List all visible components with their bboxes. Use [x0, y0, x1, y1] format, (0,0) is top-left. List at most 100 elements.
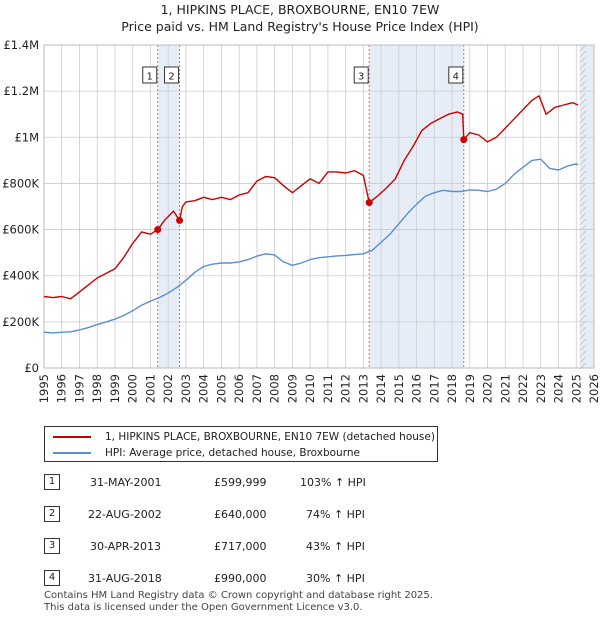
y-tick-label: £200K [2, 315, 39, 329]
legend-swatch-hpi [53, 452, 91, 454]
hatch-line [579, 242, 587, 250]
y-tick-label: £1.2M [3, 84, 39, 98]
hatch-line [579, 176, 587, 184]
x-tick-label: 2018 [445, 374, 459, 403]
event-number: 4 [44, 570, 60, 586]
hatch-line [579, 266, 587, 274]
event-row-3: 3 30-APR-2013 £717,000 43% ↑ HPI [44, 538, 404, 556]
hatch-line [579, 98, 587, 106]
hatch-line [579, 62, 587, 70]
x-tick-label: 2000 [126, 374, 140, 403]
y-tick-label: £1M [14, 130, 39, 144]
x-tick-label: 2011 [321, 374, 335, 403]
hatch-line [579, 230, 587, 238]
x-tick-label: 2002 [161, 374, 175, 403]
legend-swatch-property [53, 436, 91, 438]
event-row-2: 2 22-AUG-2002 £640,000 74% ↑ HPI [44, 506, 404, 524]
event-price: £640,000 [214, 508, 267, 521]
legend-item-hpi: HPI: Average price, detached house, Brox… [53, 445, 360, 461]
event-label-2: 2 [168, 72, 174, 83]
legend: 1, HIPKINS PLACE, BROXBOURNE, EN10 7EW (… [44, 426, 438, 462]
hatch-line [579, 314, 587, 322]
shaded-range-1 [157, 45, 180, 368]
legend-label-property: 1, HIPKINS PLACE, BROXBOURNE, EN10 7EW (… [105, 431, 435, 443]
event-hpi: 74% ↑ HPI [306, 508, 365, 521]
grid-lines [43, 44, 595, 369]
hatch-line [579, 152, 587, 160]
hatch-line [579, 56, 587, 64]
hatch-line [579, 110, 587, 118]
event-lines [157, 45, 465, 368]
event-label-3: 3 [358, 72, 364, 83]
y-tick-label: £600K [2, 223, 39, 237]
footer: Contains HM Land Registry data © Crown c… [44, 590, 433, 614]
event-label-4: 4 [453, 72, 459, 83]
hatch-line [579, 218, 587, 226]
y-tick-label: £400K [2, 269, 39, 283]
x-tick-label: 2005 [214, 374, 228, 403]
hatch-line [579, 356, 587, 364]
shaded-ranges [157, 44, 594, 370]
event-date: 22-AUG-2002 [88, 508, 162, 521]
hatch-line [579, 350, 587, 358]
x-tick-label: 2007 [250, 374, 264, 403]
x-tick-label: 2019 [463, 374, 477, 403]
event-number: 3 [44, 538, 60, 554]
event-price: £717,000 [214, 540, 267, 553]
event-date: 30-APR-2013 [90, 540, 162, 553]
event-date: 31-MAY-2001 [90, 476, 162, 489]
hatch-line [579, 290, 587, 298]
property-price-line [43, 95, 579, 300]
plot-frame [43, 44, 595, 369]
hatch-line [579, 104, 587, 112]
x-tick-label: 2023 [534, 374, 548, 403]
x-tick-label: 2017 [427, 374, 441, 403]
hatch-line [579, 308, 587, 316]
event-price: £599,999 [214, 476, 267, 489]
x-tick-label: 2010 [303, 374, 317, 403]
hatch-line [579, 146, 587, 154]
hatch-line [579, 338, 587, 346]
hatch-line [579, 182, 587, 190]
x-axis-ticks: 1995 1996 1997 1998 1999 2000 2001 2002 2003 2004… [37, 374, 600, 403]
chart-title: 1, HIPKINS PLACE, BROXBOURNE, EN10 7EW [161, 2, 440, 17]
event-markers [154, 136, 468, 234]
hatch-line [579, 158, 587, 166]
event-hpi: 30% ↑ HPI [306, 572, 365, 585]
x-tick-label: 2022 [516, 374, 530, 403]
hatch-line [579, 140, 587, 148]
x-tick-label: 1998 [90, 374, 104, 403]
hatch-line [579, 344, 587, 352]
x-tick-label: 2012 [339, 374, 353, 403]
hatch-line [579, 200, 587, 208]
hatch-line [579, 128, 587, 136]
hatch-line [579, 254, 587, 262]
event-marker-1 [154, 226, 162, 234]
x-tick-label: 2006 [232, 374, 246, 403]
price-chart: 1, HIPKINS PLACE, BROXBOURNE, EN10 7EW P… [2, 2, 600, 403]
event-label-box-4 [448, 66, 464, 84]
hatch-line [579, 92, 587, 100]
hatch-line [579, 194, 587, 202]
series-lines [43, 95, 579, 334]
x-tick-label: 2004 [197, 374, 211, 403]
hatch-line [579, 332, 587, 340]
x-tick-label: 2008 [268, 374, 282, 403]
event-number: 2 [44, 506, 60, 522]
hatch-line [579, 188, 587, 196]
event-price: £990,000 [214, 572, 267, 585]
hatch-line [579, 50, 587, 58]
hatch-line [579, 302, 587, 310]
event-label-box-2 [164, 66, 180, 84]
hpi-line [43, 158, 579, 334]
hatch-line [579, 44, 587, 52]
event-labels: 1 2 3 4 [142, 66, 464, 84]
x-tick-label: 2015 [392, 374, 406, 403]
x-tick-label: 2024 [552, 374, 566, 403]
hatch-line [579, 68, 587, 76]
x-tick-label: 2026 [587, 374, 600, 403]
x-tick-label: 1995 [37, 374, 51, 403]
event-hpi: 103% ↑ HPI [300, 476, 366, 489]
y-tick-label: £0 [24, 361, 39, 375]
event-number: 1 [44, 474, 60, 490]
